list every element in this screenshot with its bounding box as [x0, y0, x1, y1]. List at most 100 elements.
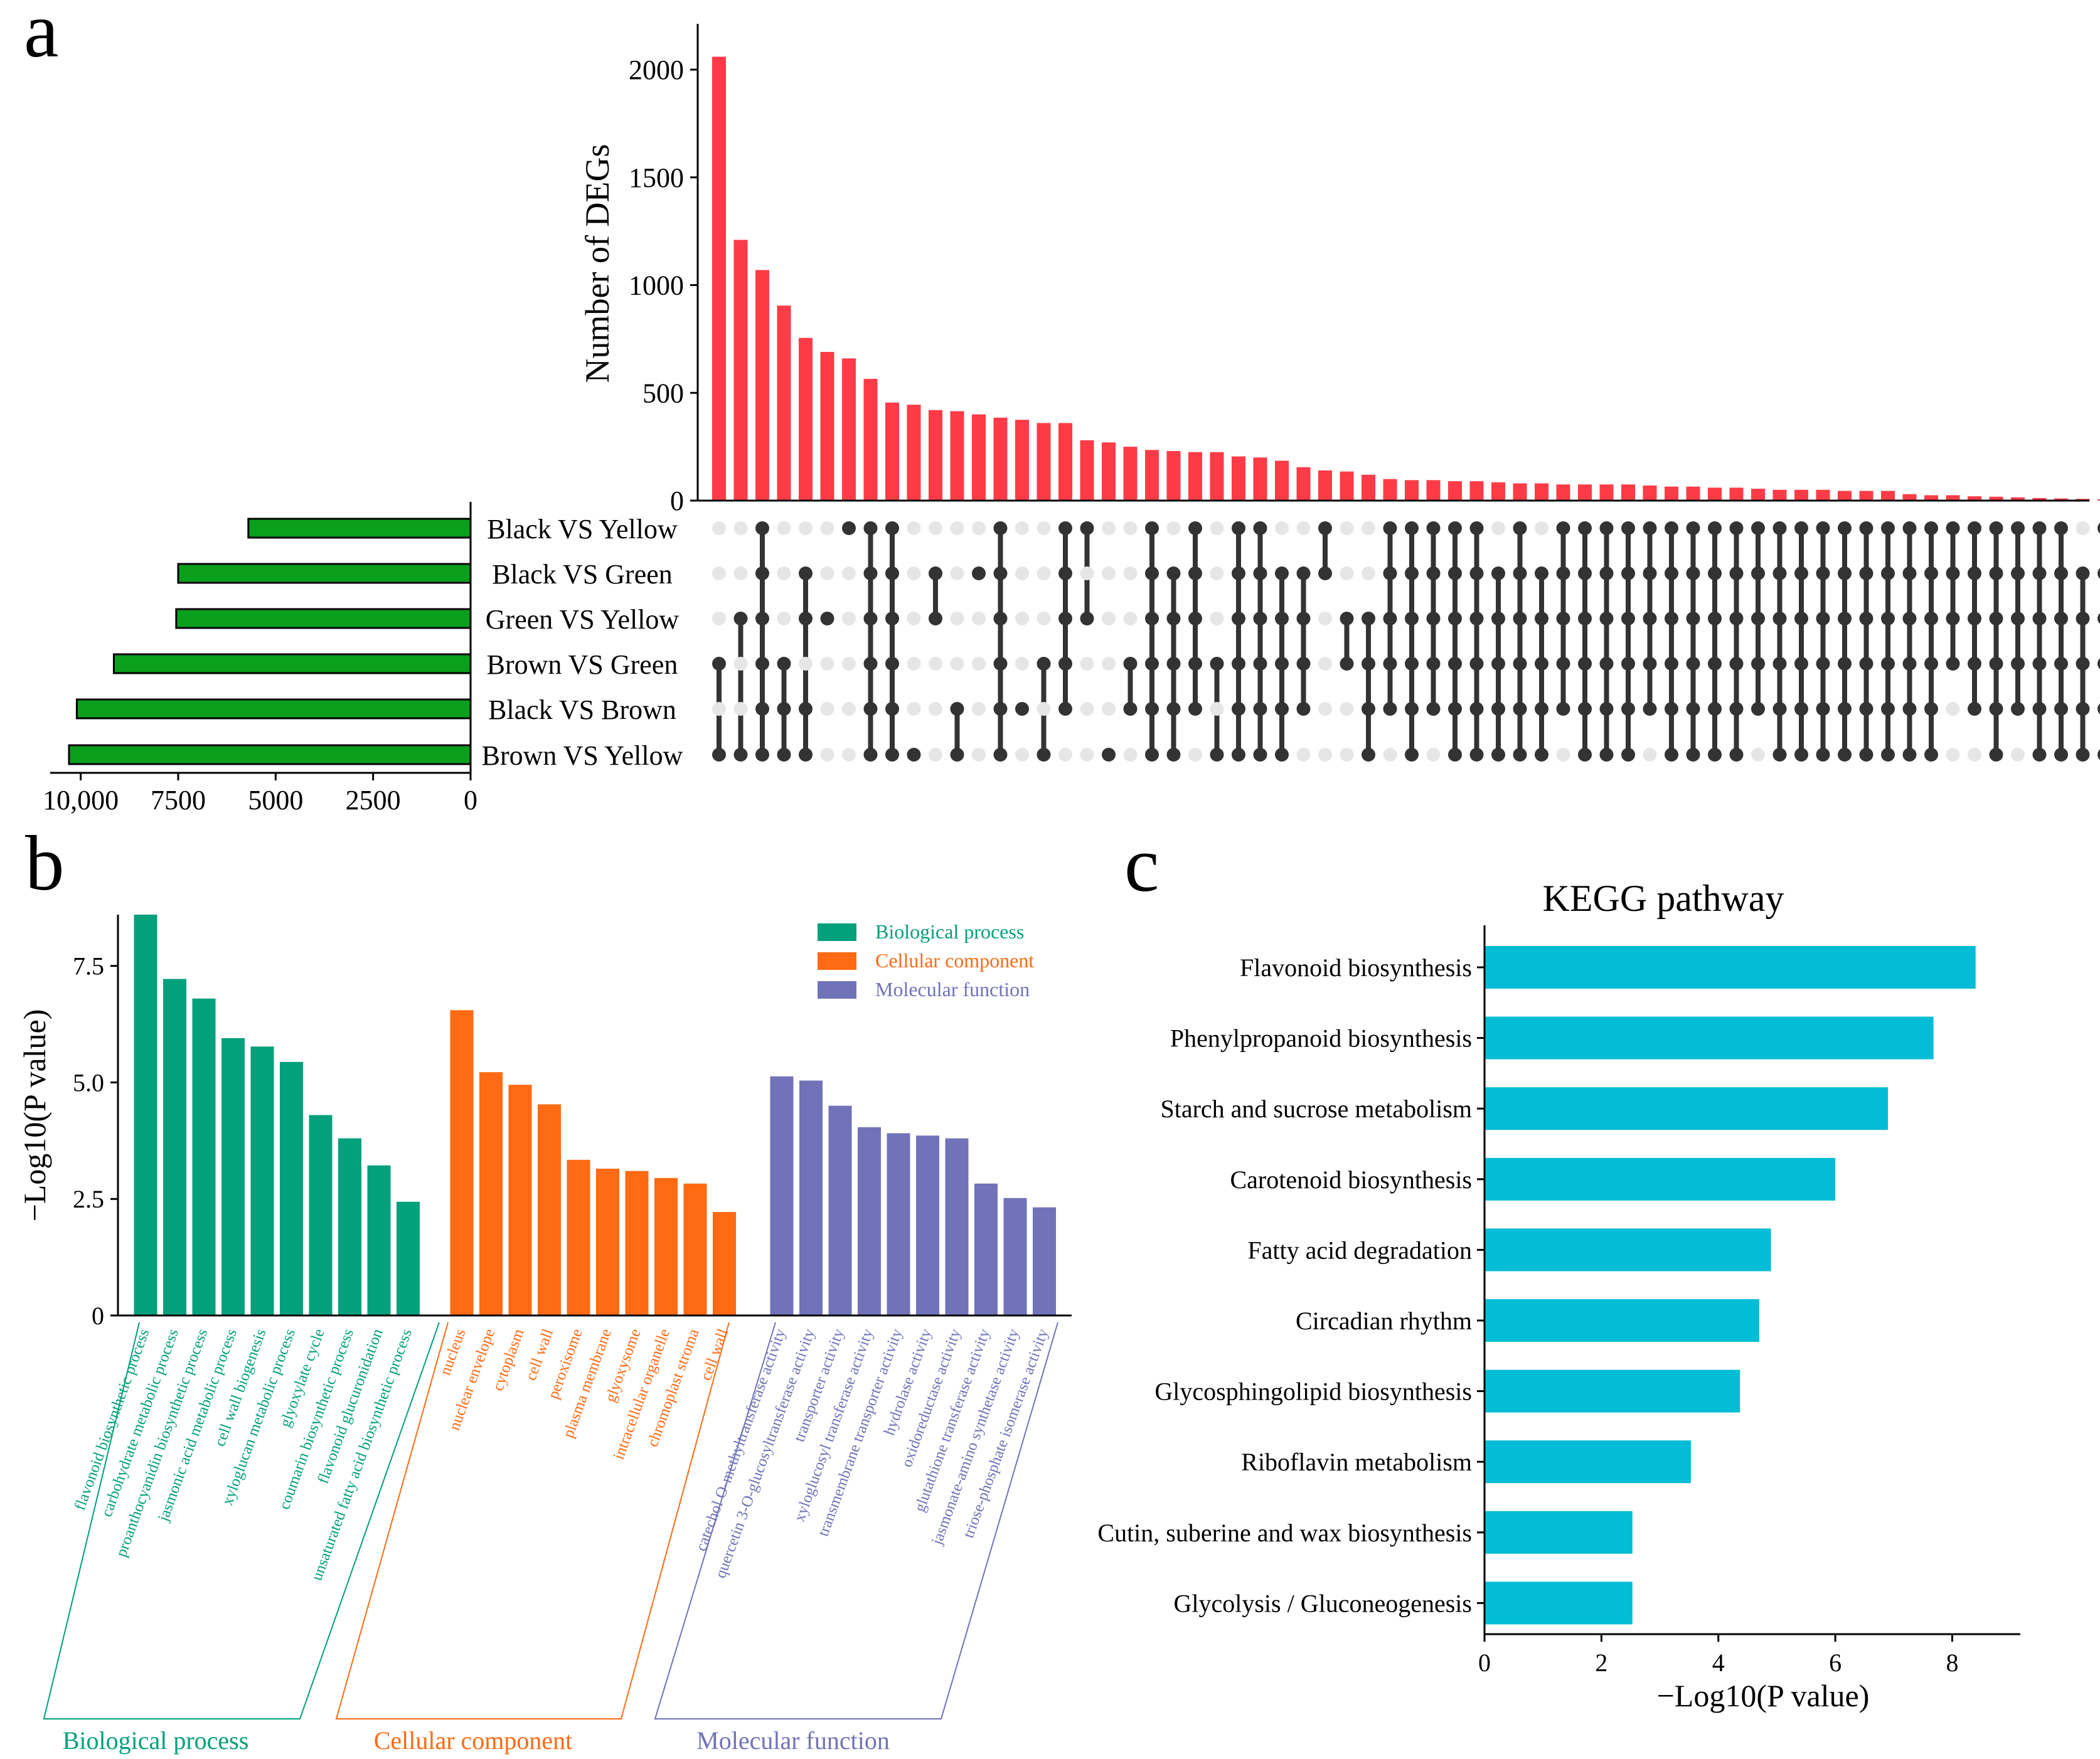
matrix-dot-active [1253, 521, 1267, 535]
matrix-dot-active [1924, 521, 1938, 535]
matrix-dot-active [1296, 612, 1311, 625]
matrix-dot-inactive [929, 657, 942, 671]
matrix-dot-active [1751, 521, 1765, 535]
matrix-dot-inactive [1210, 566, 1224, 580]
matrix-dot-inactive [1383, 748, 1397, 762]
matrix-dot-inactive [1318, 657, 1332, 671]
set-size-tick-label: 5000 [248, 785, 303, 816]
kegg-bar [1484, 1440, 1691, 1484]
intersection-bar [1729, 487, 1744, 501]
matrix-dot-active [1188, 657, 1202, 671]
matrix-dot-active [885, 521, 899, 535]
go-bar [134, 915, 157, 1315]
matrix-dot-active [712, 657, 726, 671]
matrix-dot-active [1989, 702, 2003, 716]
go-category-labels: flavonoid biosynthetic processcarbohydra… [72, 1326, 1052, 1583]
matrix-dot-active [1491, 748, 1505, 762]
intersection-bar [755, 270, 769, 501]
matrix-dot-inactive [907, 521, 921, 535]
matrix-dot-active [885, 566, 899, 580]
matrix-dot-active [1535, 748, 1548, 762]
kegg-x-tick-label: 4 [1712, 1649, 1725, 1677]
matrix-dot-inactive [1123, 612, 1138, 625]
matrix-dot-active [1253, 566, 1267, 580]
matrix-dot-active [1708, 748, 1722, 762]
intersection-bar [1469, 481, 1484, 501]
matrix-dot-active [1253, 748, 1267, 762]
matrix-dot-active [929, 566, 942, 580]
matrix-dot-active [1080, 612, 1094, 625]
matrix-dot-active [1881, 521, 1895, 535]
matrix-dot-active [993, 748, 1008, 762]
matrix-dot-inactive [820, 657, 834, 671]
matrix-dot-inactive [1340, 748, 1354, 762]
matrix-dot-active [2097, 613, 2100, 624]
go-bar [367, 1165, 391, 1315]
kegg-bar [1484, 1581, 1633, 1625]
upset-intersection-bars [712, 56, 2100, 501]
kegg-x-tick-label: 2 [1595, 1649, 1607, 1677]
matrix-dot-active [1924, 702, 1938, 716]
intersection-bar [1708, 487, 1722, 501]
matrix-dot-active [885, 702, 899, 716]
matrix-dot-active [799, 748, 813, 762]
intersection-bar [1275, 460, 1289, 501]
intersection-bar [1232, 456, 1245, 501]
matrix-dot-active [2011, 702, 2025, 716]
go-group-label: Molecular function [696, 1726, 890, 1755]
matrix-dot-active [1968, 521, 1981, 535]
intersection-bar [1838, 491, 1852, 501]
matrix-dot-active [1210, 657, 1224, 671]
matrix-dot-active [1902, 748, 1917, 762]
matrix-dot-inactive [1102, 657, 1116, 671]
matrix-dot-inactive [950, 566, 964, 580]
matrix-dot-inactive [907, 702, 921, 716]
intersection-bar [1037, 423, 1051, 501]
go-bar [338, 1138, 361, 1315]
matrix-dot-active [1989, 521, 2003, 535]
matrix-dot-active [1729, 702, 1744, 716]
matrix-dot-active [755, 702, 769, 716]
matrix-dot-active [1318, 566, 1332, 580]
go-bar [567, 1159, 590, 1315]
intersection-bar [820, 351, 834, 501]
matrix-dot-active [799, 702, 813, 716]
matrix-dot-active [1232, 612, 1245, 625]
intersection-bar [1448, 481, 1462, 501]
kegg-bar [1484, 1369, 1740, 1413]
intersection-bar [929, 410, 942, 501]
matrix-dot-active [1599, 521, 1614, 535]
matrix-dot-inactive [1037, 702, 1051, 716]
matrix-dot-active [1881, 566, 1895, 580]
go-bar [887, 1133, 910, 1315]
matrix-dot-active [1469, 748, 1484, 762]
intersection-bar [950, 411, 964, 501]
kegg-category-label: Starch and sucrose metabolism [1160, 1095, 1472, 1123]
matrix-dot-active [1859, 702, 1873, 716]
go-bar [858, 1127, 881, 1315]
intersection-bar [1794, 489, 1808, 501]
go-bar [479, 1072, 503, 1315]
matrix-dot-active [1621, 748, 1635, 762]
matrix-dot-active [1253, 702, 1267, 716]
matrix-dot-active [1859, 748, 1873, 762]
matrix-dot-active [1729, 566, 1744, 580]
intersection-bar [1513, 483, 1527, 501]
matrix-dot-inactive [1751, 748, 1765, 762]
matrix-dot-inactive [842, 748, 856, 762]
matrix-dot-inactive [1102, 521, 1116, 535]
matrix-dot-active [1665, 612, 1678, 625]
matrix-dot-active [1340, 657, 1354, 671]
matrix-dot-inactive [972, 657, 986, 671]
matrix-dot-active [1686, 702, 1700, 716]
matrix-dot-active [1535, 612, 1548, 625]
go-bar [1033, 1207, 1056, 1315]
matrix-dot-active [1513, 702, 1527, 716]
go-legend: Biological process Cellular component Mole… [818, 920, 1034, 1001]
matrix-dot-active [1578, 748, 1592, 762]
matrix-dot-active [1362, 702, 1375, 716]
matrix-dot-active [1902, 612, 1917, 625]
upset-y-tick-label: 500 [642, 378, 684, 408]
matrix-dot-active [755, 657, 769, 671]
intersection-bar [1924, 495, 1938, 501]
